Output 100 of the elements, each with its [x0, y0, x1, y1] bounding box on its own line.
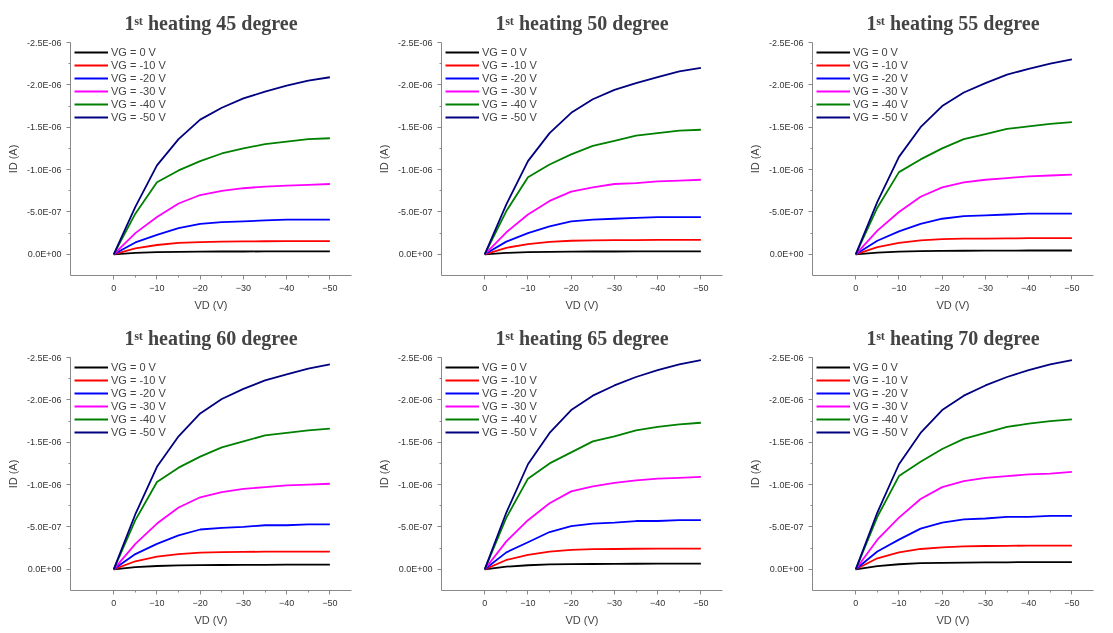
chart-title: 1ˢᵗ heating 70 degree [866, 326, 1040, 350]
y-tick-label: -5.0E-07 [768, 521, 804, 532]
y-axis-title: ID (A) [377, 459, 390, 489]
y-axis-title: ID (A) [748, 144, 761, 174]
x-tick-label: −40 [650, 282, 666, 293]
y-tick-label: -1.0E-06 [397, 479, 433, 490]
x-axis-title: VD (V) [936, 613, 970, 626]
x-tick-label: 0 [853, 597, 859, 608]
y-tick-label: -5.0E-07 [397, 521, 433, 532]
y-tick-label: -1.0E-06 [26, 164, 62, 175]
y-tick-label: -2.5E-06 [397, 352, 433, 363]
y-tick-label: -2.0E-06 [397, 79, 433, 90]
x-axis-title: VD (V) [565, 613, 599, 626]
y-tick-label: -1.0E-06 [397, 164, 433, 175]
legend-label: VG = -40 V [482, 413, 537, 425]
x-tick-label: −20 [563, 597, 579, 608]
y-tick-label: -2.0E-06 [397, 394, 433, 405]
x-tick-label: −10 [520, 597, 536, 608]
legend-label: VG = -20 V [853, 72, 908, 84]
x-tick-label: 0 [853, 282, 859, 293]
legend-label: VG = -50 V [482, 426, 537, 438]
y-tick-label: 0.0E+00 [398, 564, 433, 575]
legend-label: VG = -50 V [853, 111, 908, 123]
legend-label: VG = 0 V [111, 46, 156, 58]
y-tick-label: -2.5E-06 [397, 37, 433, 48]
x-tick-label: −30 [977, 282, 994, 293]
legend-label: VG = -30 V [853, 85, 908, 97]
y-tick-label: -5.0E-07 [26, 521, 62, 532]
legend-label: VG = -20 V [111, 72, 166, 84]
legend-label: VG = -30 V [111, 85, 166, 97]
y-tick-label: -2.5E-06 [768, 37, 804, 48]
x-tick-label: −10 [149, 597, 165, 608]
x-tick-label: −20 [192, 597, 208, 608]
y-tick-label: -1.0E-06 [768, 479, 804, 490]
x-axis-title: VD (V) [194, 613, 228, 626]
y-tick-label: -1.5E-06 [768, 122, 804, 133]
legend-label: VG = -40 V [111, 413, 166, 425]
chart-title: 1ˢᵗ heating 55 degree [866, 11, 1040, 35]
y-tick-label: -5.0E-07 [397, 206, 433, 217]
x-tick-label: −20 [934, 282, 950, 293]
chart-title: 1ˢᵗ heating 50 degree [495, 11, 669, 35]
x-tick-label: −40 [279, 597, 295, 608]
x-axis-title: VD (V) [936, 298, 970, 311]
x-tick-label: −30 [977, 597, 994, 608]
x-tick-label: −50 [322, 282, 338, 293]
x-tick-label: −50 [322, 597, 338, 608]
y-axis-title: ID (A) [748, 459, 761, 489]
x-tick-label: −40 [1021, 282, 1037, 293]
legend-label: VG = -50 V [482, 111, 537, 123]
chart-title: 1ˢᵗ heating 65 degree [495, 326, 669, 350]
y-axis-title: ID (A) [377, 144, 390, 174]
y-tick-label: -2.0E-06 [768, 394, 804, 405]
chart-title: 1ˢᵗ heating 45 degree [124, 11, 298, 35]
y-tick-label: -1.0E-06 [768, 164, 804, 175]
legend-label: VG = -20 V [111, 387, 166, 399]
legend-label: VG = -20 V [853, 387, 908, 399]
x-tick-label: −50 [1064, 282, 1080, 293]
legend-label: VG = -40 V [111, 98, 166, 110]
y-tick-label: -1.5E-06 [768, 437, 804, 448]
legend-label: VG = 0 V [111, 361, 156, 373]
legend-label: VG = -50 V [111, 426, 166, 438]
legend-label: VG = -40 V [853, 413, 908, 425]
x-tick-label: −50 [693, 597, 709, 608]
x-tick-label: −10 [891, 597, 907, 608]
x-tick-label: −10 [891, 282, 907, 293]
y-tick-label: 0.0E+00 [27, 249, 62, 260]
legend-label: VG = -50 V [853, 426, 908, 438]
y-tick-label: 0.0E+00 [769, 564, 804, 575]
legend-label: VG = -40 V [853, 98, 908, 110]
legend-label: VG = -30 V [853, 400, 908, 412]
x-tick-label: −20 [563, 282, 579, 293]
x-tick-label: 0 [482, 282, 488, 293]
x-tick-label: 0 [111, 282, 117, 293]
y-tick-label: -1.5E-06 [26, 122, 62, 133]
y-tick-label: -2.0E-06 [26, 79, 62, 90]
y-tick-label: -2.5E-06 [26, 37, 62, 48]
x-tick-label: −40 [1021, 597, 1037, 608]
x-tick-label: −30 [235, 282, 252, 293]
x-tick-label: −20 [192, 282, 208, 293]
y-tick-label: -2.5E-06 [26, 352, 62, 363]
x-tick-label: −50 [1064, 597, 1080, 608]
x-tick-label: −30 [235, 597, 252, 608]
x-tick-label: 0 [482, 597, 488, 608]
legend-label: VG = -30 V [111, 400, 166, 412]
y-tick-label: 0.0E+00 [398, 249, 433, 260]
y-tick-label: -1.5E-06 [397, 122, 433, 133]
legend-label: VG = -10 V [853, 59, 908, 71]
legend-label: VG = -20 V [482, 387, 537, 399]
y-tick-label: -2.0E-06 [26, 394, 62, 405]
legend-label: VG = 0 V [853, 46, 898, 58]
y-tick-label: -1.5E-06 [397, 437, 433, 448]
x-tick-label: −50 [693, 282, 709, 293]
x-tick-label: −40 [279, 282, 295, 293]
y-tick-label: -1.0E-06 [26, 479, 62, 490]
legend-label: VG = -30 V [482, 400, 537, 412]
x-tick-label: −30 [606, 597, 623, 608]
x-tick-label: −40 [650, 597, 666, 608]
x-tick-label: −10 [520, 282, 536, 293]
legend-label: VG = -30 V [482, 85, 537, 97]
y-tick-label: -2.0E-06 [768, 79, 804, 90]
